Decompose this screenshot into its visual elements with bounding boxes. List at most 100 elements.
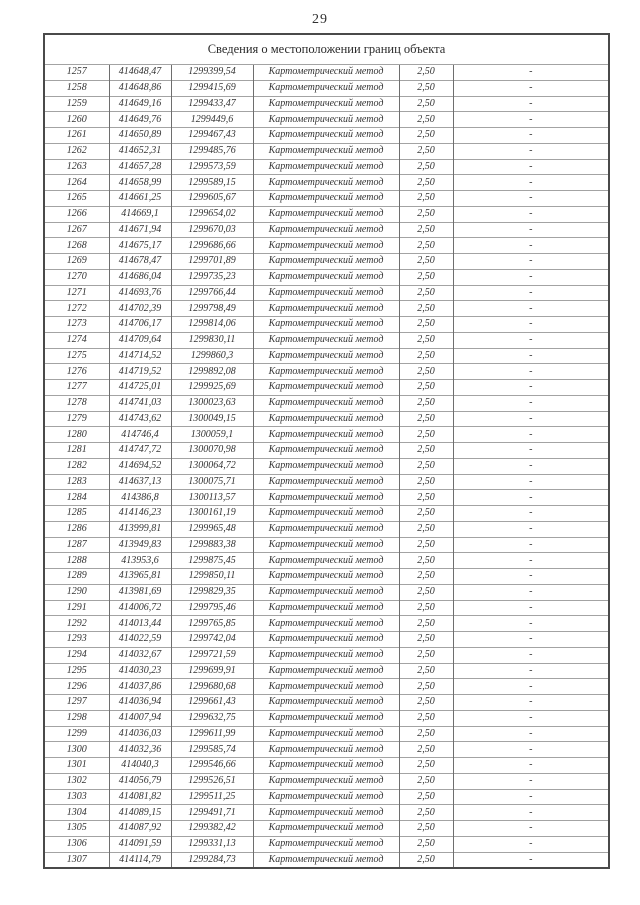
table-row: 1302 414056,79 1299526,51 Картометрический …: [43, 772, 609, 789]
precision-cell: 2,50: [398, 410, 453, 427]
point-number-cell: 1298: [43, 709, 109, 726]
description-cell: -: [452, 583, 609, 600]
precision-cell: 2,50: [398, 205, 453, 222]
table-row: 1277 414725,01 1299925,69 Картометрический …: [43, 379, 609, 396]
precision-cell: 2,50: [398, 709, 453, 726]
point-number-cell: 1279: [43, 410, 109, 427]
x-coordinate-cell: 414658,99: [108, 174, 171, 191]
precision-cell: 2,50: [398, 316, 453, 333]
y-coordinate-cell: 1299485,76: [170, 142, 253, 159]
y-coordinate-cell: 1299814,06: [170, 316, 253, 333]
precision-cell: 2,50: [398, 190, 453, 207]
method-cell: Картометрический метод: [252, 426, 399, 443]
point-number-cell: 1266: [43, 205, 109, 222]
description-cell: -: [452, 646, 609, 663]
precision-cell: 2,50: [398, 694, 453, 711]
description-cell: -: [452, 757, 609, 774]
method-cell: Картометрический метод: [252, 190, 399, 207]
x-coordinate-cell: 414741,03: [108, 394, 171, 411]
x-coordinate-cell: 414702,39: [108, 300, 171, 317]
method-cell: Картометрический метод: [252, 772, 399, 789]
description-cell: -: [452, 174, 609, 191]
y-coordinate-cell: 1299766,44: [170, 284, 253, 301]
y-coordinate-cell: 1300075,71: [170, 473, 253, 490]
point-number-cell: 1278: [43, 394, 109, 411]
method-cell: Картометрический метод: [252, 709, 399, 726]
x-coordinate-cell: 414036,94: [108, 694, 171, 711]
method-cell: Картометрический метод: [252, 489, 399, 506]
point-number-cell: 1292: [43, 615, 109, 632]
table-body: 1257 414648,47 1299399,54 Картометрический …: [43, 64, 609, 868]
x-coordinate-cell: 414089,15: [108, 804, 171, 821]
description-cell: -: [452, 820, 609, 837]
method-cell: Картометрический метод: [252, 237, 399, 254]
y-coordinate-cell: 1299491,71: [170, 804, 253, 821]
description-cell: -: [452, 804, 609, 821]
y-coordinate-cell: 1299742,04: [170, 631, 253, 648]
description-cell: -: [452, 347, 609, 364]
y-coordinate-cell: 1299699,91: [170, 662, 253, 679]
description-cell: -: [452, 363, 609, 380]
x-coordinate-cell: 414649,16: [108, 95, 171, 112]
table-row: 1258 414648,86 1299415,69 Картометрический …: [43, 79, 609, 96]
table-row: 1305 414087,92 1299382,42 Картометрический …: [43, 820, 609, 837]
precision-cell: 2,50: [398, 237, 453, 254]
x-coordinate-cell: 414648,86: [108, 79, 171, 96]
description-cell: -: [452, 158, 609, 175]
method-cell: Картометрический метод: [252, 316, 399, 333]
description-cell: -: [452, 851, 609, 868]
y-coordinate-cell: 1299415,69: [170, 79, 253, 96]
method-cell: Картометрический метод: [252, 851, 399, 868]
y-coordinate-cell: 1299965,48: [170, 520, 253, 537]
y-coordinate-cell: 1300059,1: [170, 426, 253, 443]
table-title: Сведения о местоположении границ объекта: [43, 33, 609, 65]
point-number-cell: 1259: [43, 95, 109, 112]
table-row: 1275 414714,52 1299860,3 Картометрический м…: [43, 347, 609, 364]
y-coordinate-cell: 1299829,35: [170, 583, 253, 600]
y-coordinate-cell: 1299546,66: [170, 757, 253, 774]
method-cell: Картометрический метод: [252, 631, 399, 648]
method-cell: Картометрический метод: [252, 505, 399, 522]
table-row: 1292 414013,44 1299765,85 Картометрический …: [43, 615, 609, 632]
point-number-cell: 1296: [43, 678, 109, 695]
point-number-cell: 1261: [43, 127, 109, 144]
y-coordinate-cell: 1299686,66: [170, 237, 253, 254]
description-cell: -: [452, 410, 609, 427]
method-cell: Картометрический метод: [252, 599, 399, 616]
description-cell: -: [452, 536, 609, 553]
table-row: 1263 414657,28 1299573,59 Картометрический …: [43, 158, 609, 175]
table-row: 1268 414675,17 1299686,66 Картометрический …: [43, 237, 609, 254]
table-row: 1260 414649,76 1299449,6 Картометрический м…: [43, 111, 609, 128]
point-number-cell: 1257: [43, 64, 109, 81]
method-cell: Картометрический метод: [252, 725, 399, 742]
boundary-points-table: Сведения о местоположении границ объекта…: [43, 33, 610, 869]
y-coordinate-cell: 1299860,3: [170, 347, 253, 364]
table-row: 1288 413953,6 1299875,45 Картометрический м…: [43, 552, 609, 569]
y-coordinate-cell: 1299830,11: [170, 331, 253, 348]
description-cell: -: [452, 741, 609, 758]
description-cell: -: [452, 505, 609, 522]
point-number-cell: 1273: [43, 316, 109, 333]
table-row: 1265 414661,25 1299605,67 Картометрический …: [43, 190, 609, 207]
precision-cell: 2,50: [398, 552, 453, 569]
method-cell: Картометрический метод: [252, 804, 399, 821]
description-cell: -: [452, 662, 609, 679]
description-cell: -: [452, 253, 609, 270]
table-row: 1276 414719,52 1299892,08 Картометрический …: [43, 363, 609, 380]
method-cell: Картометрический метод: [252, 205, 399, 222]
method-cell: Картометрический метод: [252, 536, 399, 553]
description-cell: -: [452, 268, 609, 285]
precision-cell: 2,50: [398, 253, 453, 270]
x-coordinate-cell: 414030,23: [108, 662, 171, 679]
table-row: 1307 414114,79 1299284,73 Картометрический …: [43, 851, 609, 868]
y-coordinate-cell: 1299449,6: [170, 111, 253, 128]
precision-cell: 2,50: [398, 95, 453, 112]
x-coordinate-cell: 414661,25: [108, 190, 171, 207]
x-coordinate-cell: 414686,04: [108, 268, 171, 285]
point-number-cell: 1301: [43, 757, 109, 774]
point-number-cell: 1293: [43, 631, 109, 648]
x-coordinate-cell: 414725,01: [108, 379, 171, 396]
x-coordinate-cell: 414032,36: [108, 741, 171, 758]
y-coordinate-cell: 1299589,15: [170, 174, 253, 191]
point-number-cell: 1291: [43, 599, 109, 616]
